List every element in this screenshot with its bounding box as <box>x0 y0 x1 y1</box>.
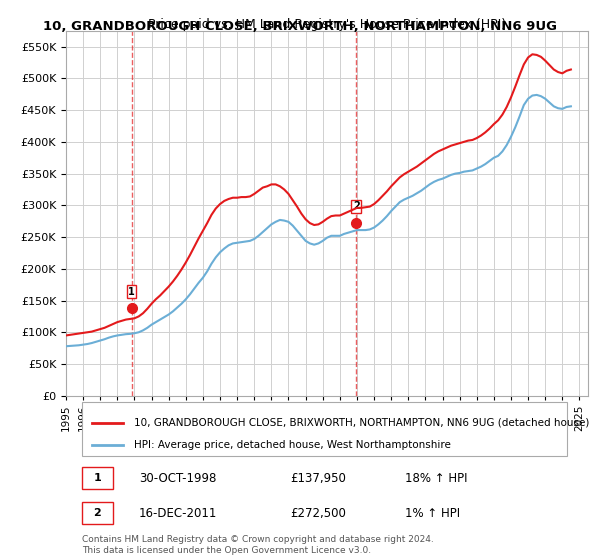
Text: 2: 2 <box>94 508 101 518</box>
Text: Contains HM Land Registry data © Crown copyright and database right 2024.
This d: Contains HM Land Registry data © Crown c… <box>82 535 433 554</box>
Text: 2: 2 <box>353 202 359 211</box>
Text: HPI: Average price, detached house, West Northamptonshire: HPI: Average price, detached house, West… <box>134 440 451 450</box>
Text: 10, GRANDBOROUGH CLOSE, BRIXWORTH, NORTHAMPTON, NN6 9UG (detached house): 10, GRANDBOROUGH CLOSE, BRIXWORTH, NORTH… <box>134 418 589 428</box>
Text: 1% ↑ HPI: 1% ↑ HPI <box>406 507 460 520</box>
Text: 10, GRANDBOROUGH CLOSE, BRIXWORTH, NORTHAMPTON, NN6 9UG: 10, GRANDBOROUGH CLOSE, BRIXWORTH, NORTH… <box>43 20 557 32</box>
FancyBboxPatch shape <box>82 467 113 489</box>
FancyBboxPatch shape <box>82 502 113 524</box>
Text: £272,500: £272,500 <box>290 507 346 520</box>
Text: 1: 1 <box>94 473 101 483</box>
FancyBboxPatch shape <box>82 402 567 456</box>
Text: 30-OCT-1998: 30-OCT-1998 <box>139 472 217 485</box>
Text: 18% ↑ HPI: 18% ↑ HPI <box>406 472 468 485</box>
Text: 1: 1 <box>128 287 135 297</box>
Text: £137,950: £137,950 <box>290 472 346 485</box>
Text: 16-DEC-2011: 16-DEC-2011 <box>139 507 217 520</box>
Title: Price paid vs. HM Land Registry's House Price Index (HPI): Price paid vs. HM Land Registry's House … <box>148 18 506 31</box>
